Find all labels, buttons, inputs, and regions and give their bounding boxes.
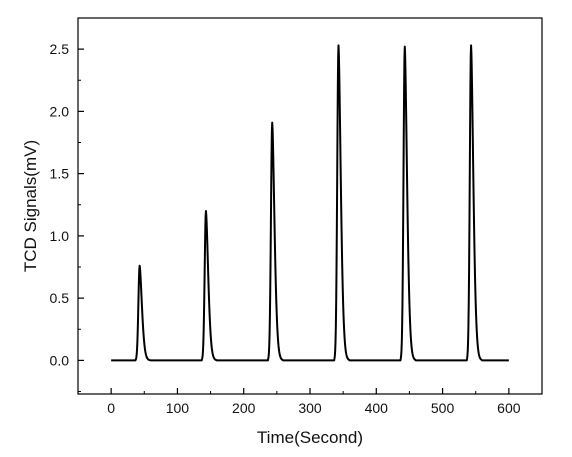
x-axis-title: Time(Second) [257,428,363,447]
x-tick-label: 300 [298,400,322,416]
y-axis-title: TCD Signals(mV) [21,140,40,272]
y-tick-label: 1.0 [50,228,70,244]
x-tick-label: 100 [166,400,190,416]
signal-series-line [110,44,510,362]
x-tick-label: 0 [107,400,115,416]
y-tick-label: 2.5 [50,41,70,57]
x-axis-ticks: 0 100 200 300 400 500 600 [107,388,521,416]
y-axis-ticks: 0.0 0.5 1.0 1.5 2.0 2.5 [50,17,84,393]
y-tick-label: 1.5 [50,166,70,182]
x-tick-label: 500 [431,400,455,416]
x-tick-label: 600 [497,400,521,416]
x-tick-label: 200 [232,400,256,416]
y-tick-label: 0.5 [50,290,70,306]
x-tick-label: 400 [365,400,389,416]
y-tick-label: 2.0 [50,103,70,119]
y-tick-label: 0.0 [50,352,70,368]
